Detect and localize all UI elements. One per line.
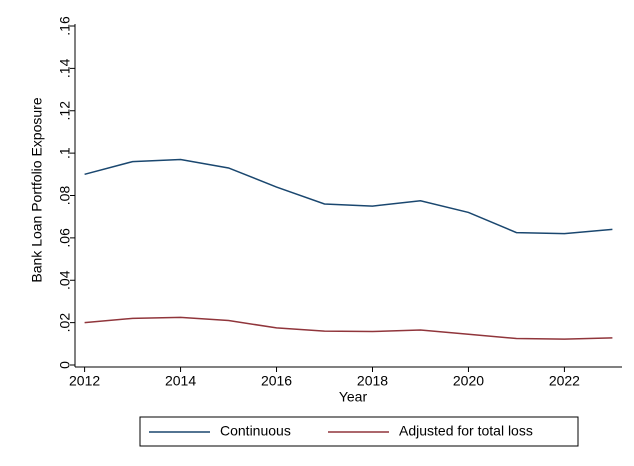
y-tick-label: .14 [57,58,73,78]
x-tick-label: 2022 [549,373,580,389]
x-tick-label: 2012 [69,373,100,389]
y-tick-label: .02 [57,313,73,333]
y-tick-label: .04 [57,270,73,290]
x-tick-label: 2018 [357,373,388,389]
line-series [84,316,613,340]
legend-label: Adjusted for total loss [399,423,533,439]
legend-label: Continuous [220,423,291,439]
y-tick-label: 0 [57,361,73,369]
x-axis-label: Year [339,389,368,405]
y-tick-label: .16 [57,16,73,36]
x-tick-label: 2020 [453,373,484,389]
line-series [84,158,613,235]
y-tick-label: .12 [57,101,73,121]
y-tick-label: .1 [57,147,73,159]
y-tick-label: .08 [57,186,73,206]
x-tick-label: 2016 [261,373,292,389]
y-tick-label: .06 [57,228,73,248]
y-axis-label: Bank Loan Portfolio Exposure [29,97,45,282]
x-tick-label: 2014 [165,373,196,389]
